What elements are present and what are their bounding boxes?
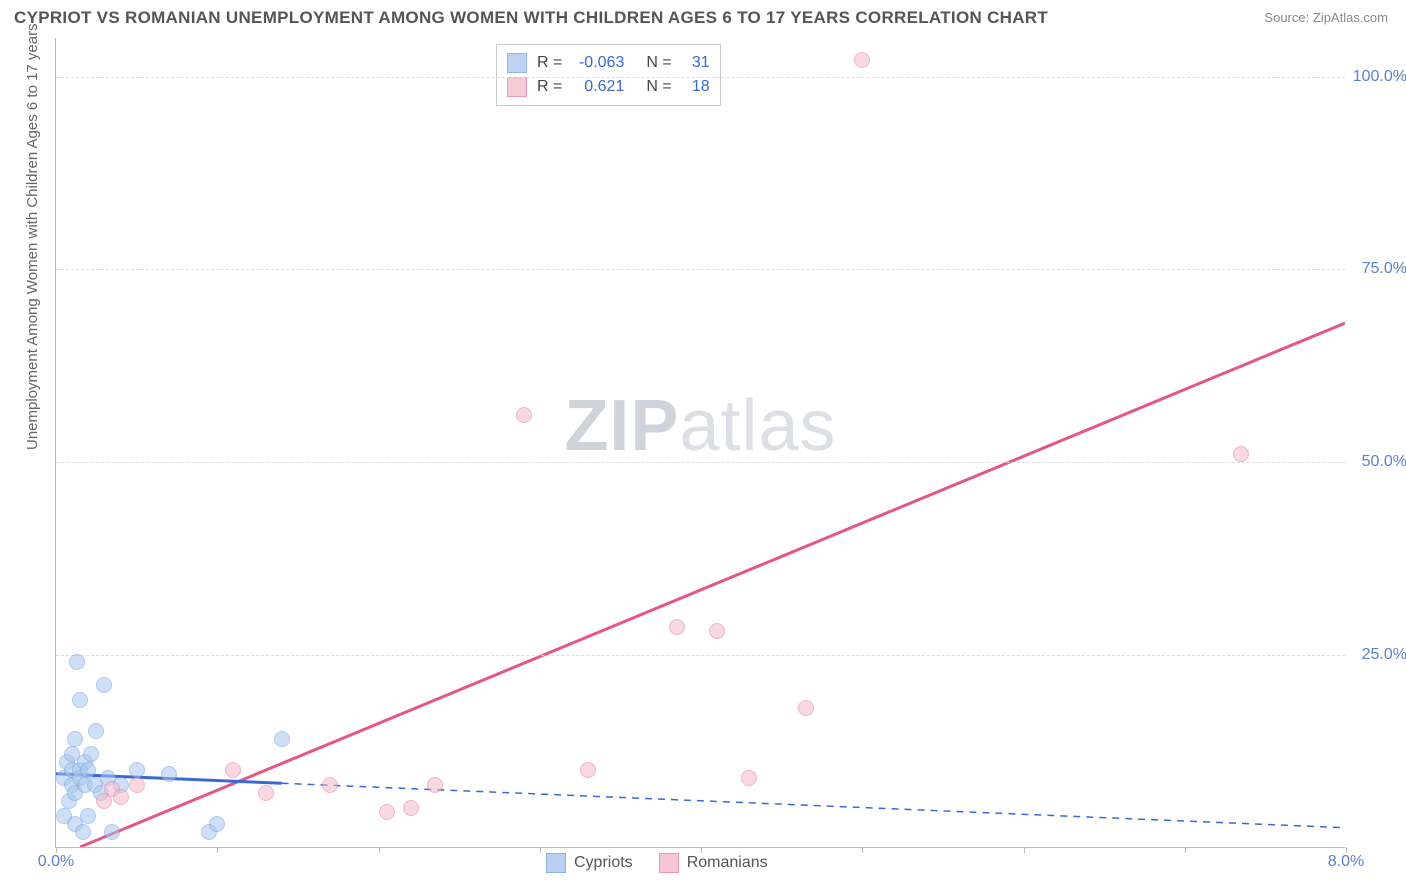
x-tick [1185,847,1186,853]
x-tick [379,847,380,853]
data-point [427,777,443,793]
trend-lines-layer [56,38,1345,847]
data-point [129,762,145,778]
x-tick [701,847,702,853]
data-point [516,407,532,423]
data-point [75,824,91,840]
x-tick [540,847,541,853]
x-tick [862,847,863,853]
data-point [96,677,112,693]
watermark-rest: atlas [679,386,836,466]
watermark-bold: ZIP [564,386,679,466]
legend-corr-row: R = -0.063 N = 31 [507,51,710,75]
source-attribution: Source: ZipAtlas.com [1264,10,1388,25]
legend-corr-row: R = 0.621 N = 18 [507,75,710,99]
legend-n-value: 18 [682,78,710,96]
x-tick-label: 8.0% [1328,853,1364,871]
x-tick-label: 0.0% [38,853,74,871]
source-prefix: Source: [1264,10,1309,25]
data-point [741,770,757,786]
data-point [80,808,96,824]
legend-n-value: 31 [682,54,710,72]
data-point [161,766,177,782]
data-point [403,800,419,816]
legend-r-label: R = [537,78,562,96]
data-point [88,723,104,739]
data-point [69,654,85,670]
chart-title: CYPRIOT VS ROMANIAN UNEMPLOYMENT AMONG W… [14,8,1048,28]
source-link[interactable]: ZipAtlas.com [1313,10,1388,25]
data-point [209,816,225,832]
data-point [709,623,725,639]
data-point [80,762,96,778]
data-point [580,762,596,778]
legend-r-value: -0.063 [572,54,624,72]
data-point [854,52,870,68]
y-tick-label: 100.0% [1353,68,1406,86]
data-point [379,804,395,820]
y-tick-label: 75.0% [1362,260,1406,278]
data-point [322,777,338,793]
legend-item: Cypriots [546,853,633,873]
plot-area: ZIPatlas R =-0.063N =31R =0.621N =18 Cyp… [55,38,1345,848]
watermark: ZIPatlas [564,385,836,467]
data-point [83,746,99,762]
legend-n-label: N = [646,54,671,72]
gridline [56,655,1345,656]
data-point [72,692,88,708]
gridline [56,462,1345,463]
legend-series-name: Romanians [687,854,768,872]
legend-item: Romanians [659,853,768,873]
data-point [669,619,685,635]
data-point [104,824,120,840]
data-point [67,731,83,747]
data-point [129,777,145,793]
legend-n-label: N = [646,78,671,96]
data-point [225,762,241,778]
y-tick-label: 25.0% [1362,646,1406,664]
correlation-legend: R = -0.063 N = 31 R = 0.621 N = 18 [496,44,721,106]
legend-swatch [507,77,527,97]
legend-r-label: R = [537,54,562,72]
data-point [274,731,290,747]
data-point [1233,446,1249,462]
legend-swatch [507,53,527,73]
gridline [56,77,1345,78]
y-axis-label: Unemployment Among Women with Children A… [24,23,41,450]
gridline [56,269,1345,270]
x-tick [1024,847,1025,853]
data-point [798,700,814,716]
legend-swatch [546,853,566,873]
x-tick [217,847,218,853]
data-point [258,785,274,801]
y-tick-label: 50.0% [1362,453,1406,471]
legend-series-name: Cypriots [574,854,633,872]
series-legend: Cypriots Romanians [546,853,768,873]
legend-r-value: 0.621 [572,78,624,96]
data-point [113,789,129,805]
legend-swatch [659,853,679,873]
